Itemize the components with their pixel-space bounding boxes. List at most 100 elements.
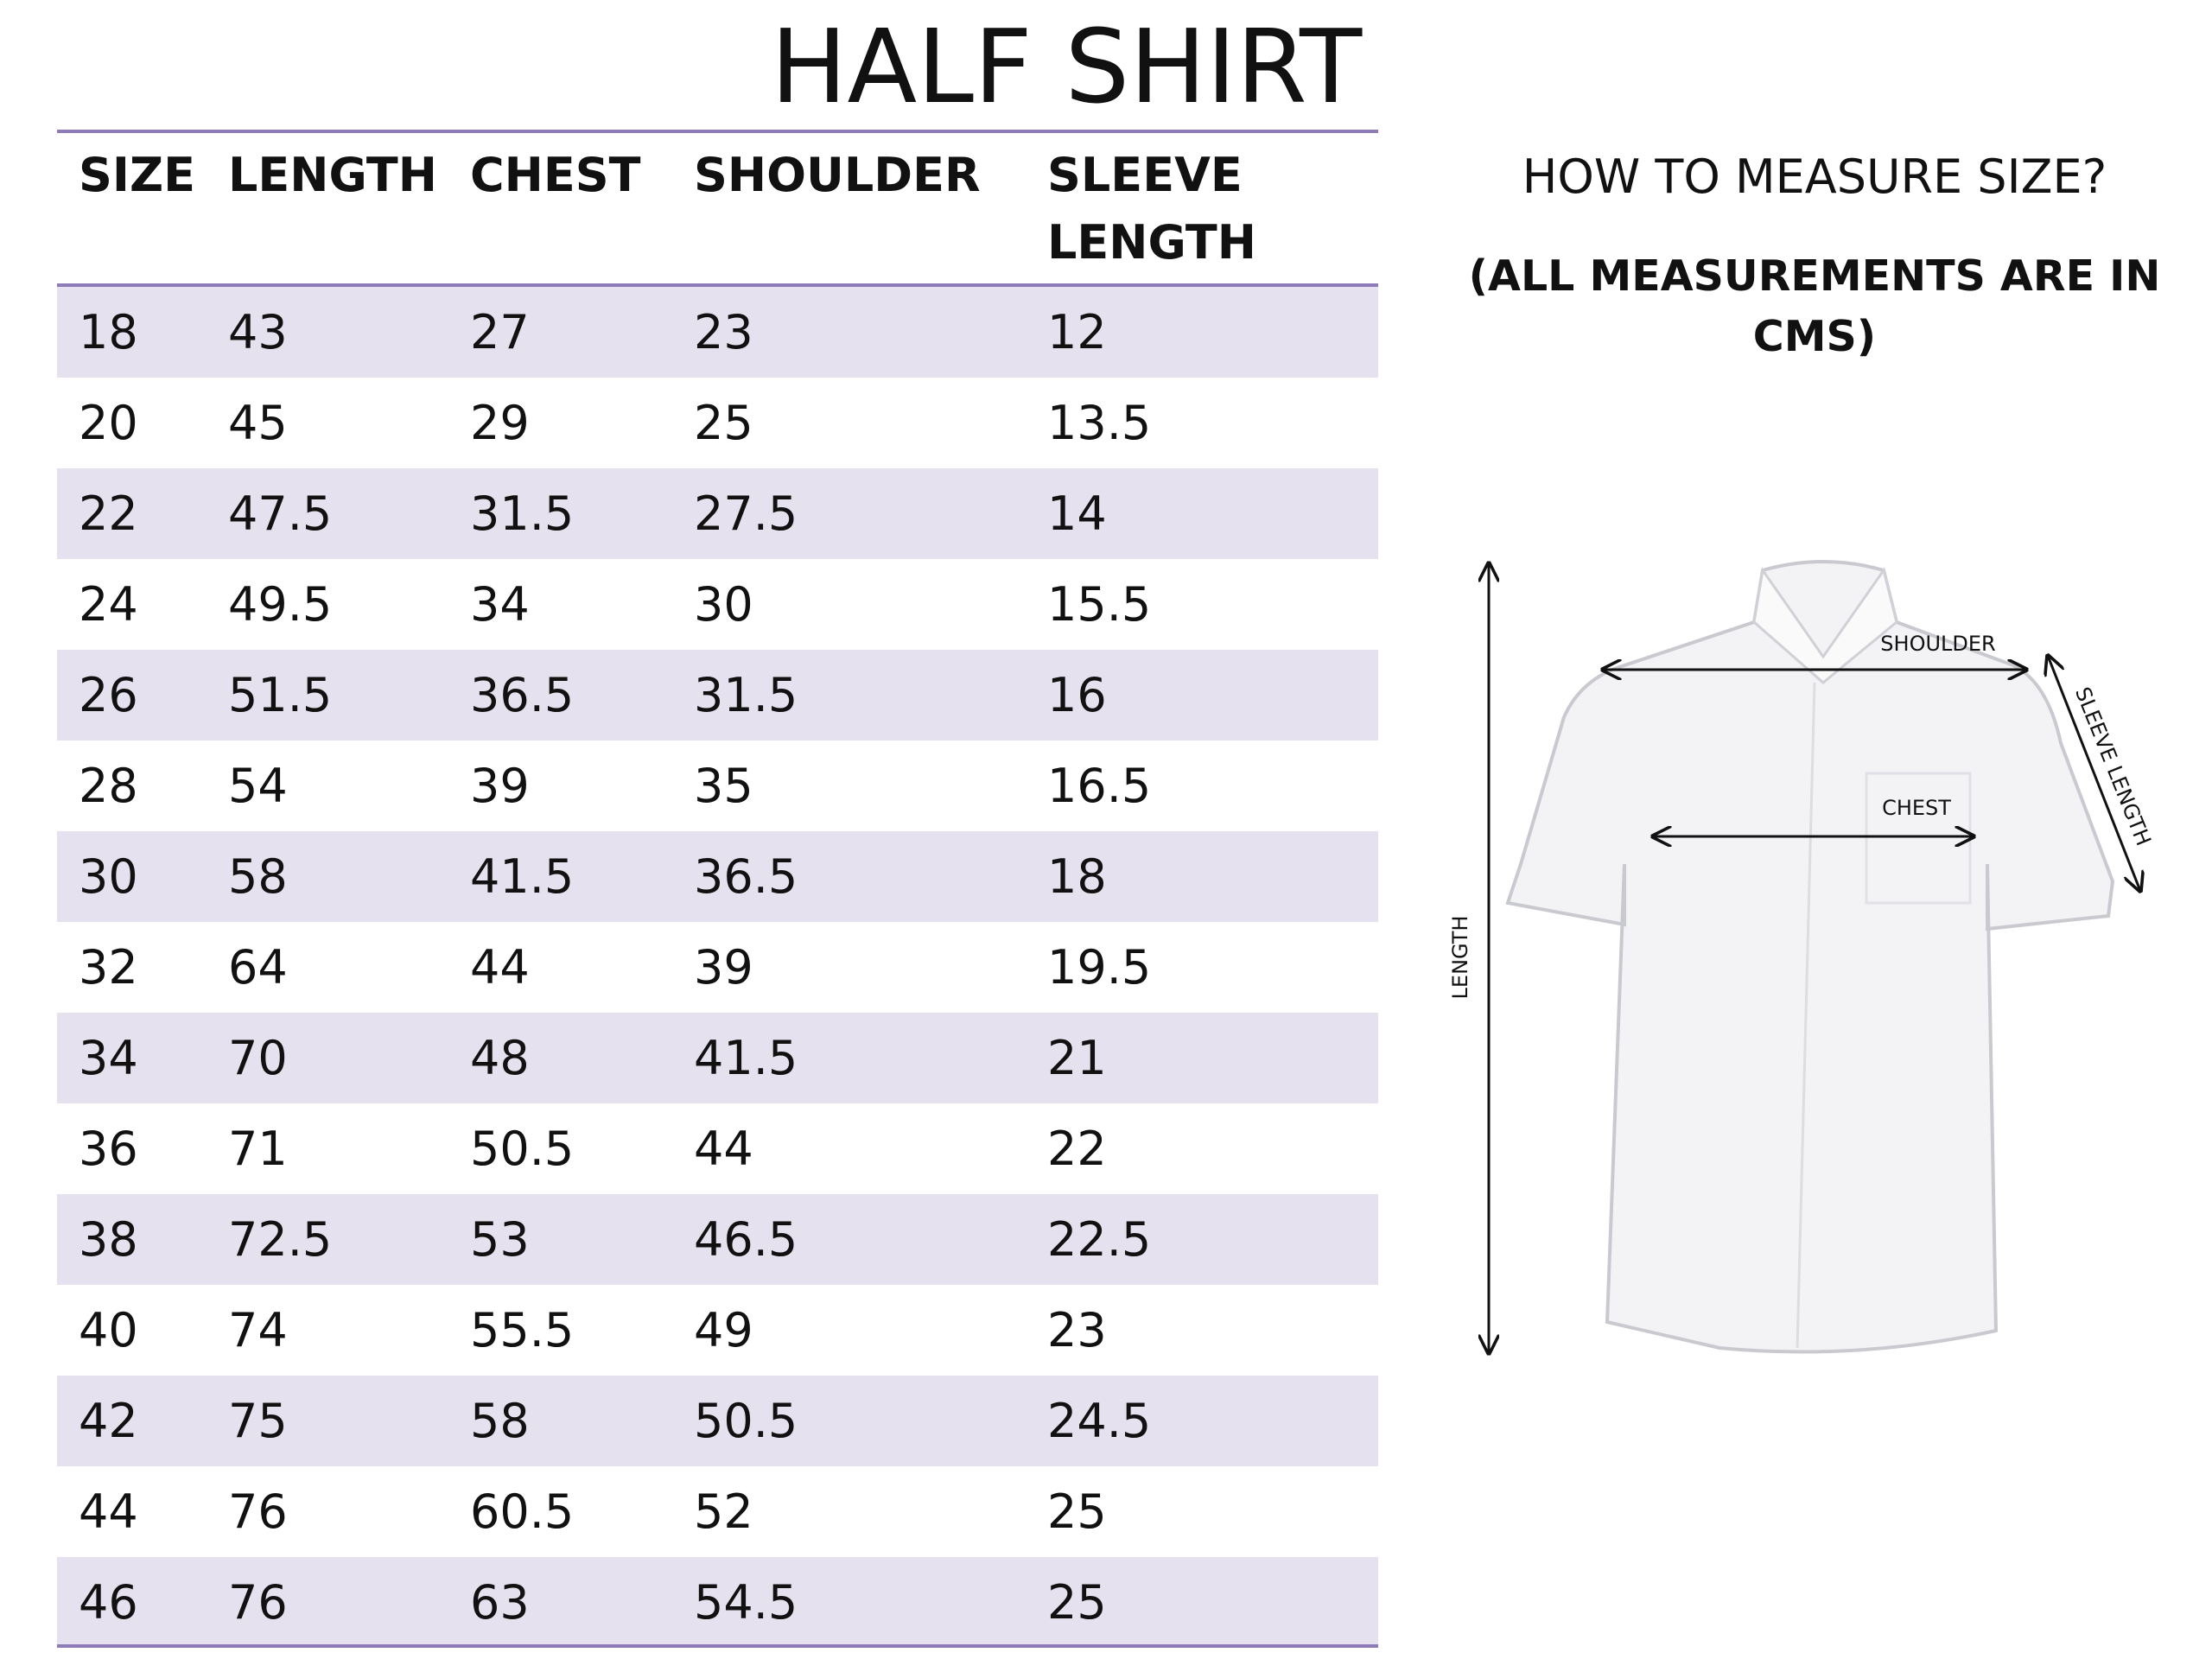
rule xyxy=(57,1644,1378,1648)
table-cell: 26 xyxy=(79,668,138,722)
table-cell: 28 xyxy=(79,759,138,813)
rule xyxy=(57,130,1378,133)
table-cell: 24 xyxy=(79,577,138,632)
table-cell: 46 xyxy=(79,1575,138,1630)
table-cell: 51.5 xyxy=(228,668,333,722)
column-header: SHOULDER xyxy=(694,148,981,202)
table-row xyxy=(57,1103,1378,1194)
table-cell: 54.5 xyxy=(694,1575,798,1630)
table-cell: 40 xyxy=(79,1303,138,1357)
table-cell: 50.5 xyxy=(470,1122,575,1176)
table-cell: 47.5 xyxy=(228,486,333,541)
table-cell: 41.5 xyxy=(470,849,575,904)
table-cell: 42 xyxy=(79,1394,138,1448)
table-cell: 49.5 xyxy=(228,577,333,632)
table-row xyxy=(57,559,1378,650)
table-cell: 23 xyxy=(694,305,753,359)
table-cell: 71 xyxy=(228,1122,288,1176)
rule xyxy=(57,283,1378,287)
table-cell: 35 xyxy=(694,759,753,813)
table-row xyxy=(57,831,1378,922)
table-cell: 16.5 xyxy=(1047,759,1152,813)
table-cell: 30 xyxy=(79,849,138,904)
table-cell: 27.5 xyxy=(694,486,798,541)
table-cell: 55.5 xyxy=(470,1303,575,1357)
table-row xyxy=(57,287,1378,378)
table-cell: 39 xyxy=(470,759,530,813)
column-header: SLEEVE LENGTH xyxy=(1047,148,1256,270)
table-cell: 54 xyxy=(228,759,288,813)
table-cell: 25 xyxy=(1047,1575,1107,1630)
table-cell: 31.5 xyxy=(694,668,798,722)
table-cell: 58 xyxy=(228,849,288,904)
table-cell: 13.5 xyxy=(1047,396,1152,450)
table-cell: 46.5 xyxy=(694,1212,798,1267)
table-cell: 45 xyxy=(228,396,288,450)
chest-label: CHEST xyxy=(1882,796,1951,820)
table-cell: 48 xyxy=(470,1031,530,1085)
table-cell: 25 xyxy=(1047,1484,1107,1539)
guide-note: (ALL MEASUREMENTS ARE IN CMS) xyxy=(1468,251,2161,361)
table-row xyxy=(57,1376,1378,1466)
placket xyxy=(1796,682,1816,1349)
table-cell: 29 xyxy=(470,396,530,450)
table-cell: 44 xyxy=(694,1122,753,1176)
table-cell: 22 xyxy=(1047,1122,1107,1176)
column-header: LENGTH xyxy=(228,148,437,202)
table-cell: 22.5 xyxy=(1047,1212,1152,1267)
table-cell: 19.5 xyxy=(1047,940,1152,995)
table-cell: 36.5 xyxy=(694,849,798,904)
table-cell: 18 xyxy=(79,305,138,359)
table-cell: 23 xyxy=(1047,1303,1107,1357)
table-row xyxy=(57,1557,1378,1648)
table-cell: 14 xyxy=(1047,486,1107,541)
guide-heading: HOW TO MEASURE SIZE? xyxy=(1522,149,2107,204)
table-cell: 44 xyxy=(79,1484,138,1539)
shirt xyxy=(1505,560,2115,1354)
table-cell: 36 xyxy=(79,1122,138,1176)
sleeve-arrow xyxy=(2048,656,2140,891)
length-label: LENGTH xyxy=(1448,916,1472,1000)
table-row xyxy=(57,922,1378,1013)
table-row xyxy=(57,741,1378,831)
table-cell: 63 xyxy=(470,1575,530,1630)
table-row xyxy=(57,1466,1378,1557)
table-cell: 32 xyxy=(79,940,138,995)
shoulder-label: SHOULDER xyxy=(1880,632,1995,656)
table-cell: 12 xyxy=(1047,305,1107,359)
table-cell: 76 xyxy=(228,1575,288,1630)
column-header: SIZE xyxy=(79,148,196,202)
table-row xyxy=(57,378,1378,468)
table-cell: 64 xyxy=(228,940,288,995)
title: HALF SHIRT xyxy=(770,7,1363,126)
table-cell: 74 xyxy=(228,1303,288,1357)
table-row xyxy=(57,468,1378,559)
table-row xyxy=(57,1013,1378,1103)
table-cell: 41.5 xyxy=(694,1031,798,1085)
table-cell: 60.5 xyxy=(470,1484,575,1539)
table-cell: 30 xyxy=(694,577,753,632)
table-cell: 44 xyxy=(470,940,530,995)
table-cell: 22 xyxy=(79,486,138,541)
table-cell: 76 xyxy=(228,1484,288,1539)
table-cell: 70 xyxy=(228,1031,288,1085)
table-cell: 31.5 xyxy=(470,486,575,541)
table-cell: 58 xyxy=(470,1394,530,1448)
table-cell: 75 xyxy=(228,1394,288,1448)
table-cell: 52 xyxy=(694,1484,753,1539)
table-cell: 27 xyxy=(470,305,530,359)
table-cell: 18 xyxy=(1047,849,1107,904)
table-cell: 36.5 xyxy=(470,668,575,722)
table-cell: 49 xyxy=(694,1303,753,1357)
table-row xyxy=(57,1194,1378,1285)
table-cell: 34 xyxy=(79,1031,138,1085)
table-cell: 15.5 xyxy=(1047,577,1152,632)
table-cell: 21 xyxy=(1047,1031,1107,1085)
table-row xyxy=(57,650,1378,741)
table-cell: 72.5 xyxy=(228,1212,333,1267)
table-cell: 50.5 xyxy=(694,1394,798,1448)
table-cell: 25 xyxy=(694,396,753,450)
table-cell: 16 xyxy=(1047,668,1107,722)
